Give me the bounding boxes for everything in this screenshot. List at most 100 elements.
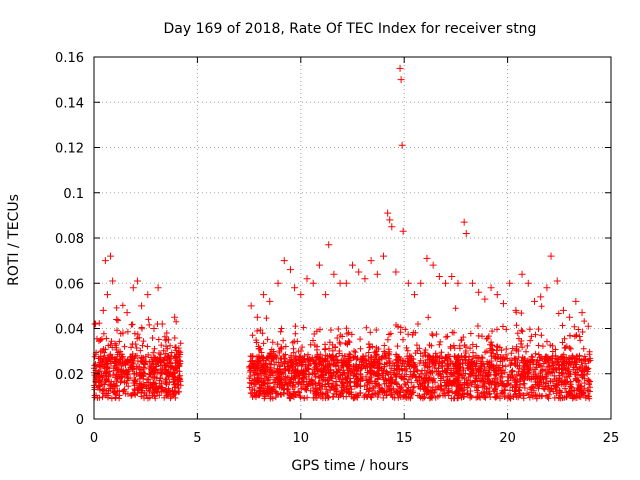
data-point: [423, 254, 431, 262]
data-point: [454, 391, 461, 398]
data-point: [131, 371, 138, 378]
data-point: [381, 363, 388, 370]
data-point: [138, 302, 146, 310]
data-point: [386, 358, 393, 365]
data-point: [524, 390, 531, 397]
data-point: [375, 346, 382, 353]
data-point: [582, 394, 589, 401]
data-point: [312, 380, 319, 387]
data-point: [500, 367, 507, 374]
data-point: [564, 365, 571, 372]
data-point: [273, 390, 280, 397]
data-point: [322, 369, 329, 376]
data-point: [391, 367, 398, 374]
data-point: [493, 367, 500, 374]
data-point: [277, 328, 284, 335]
data-point: [469, 354, 476, 361]
data-point: [294, 367, 301, 374]
data-point: [559, 361, 566, 368]
data-point: [480, 378, 487, 385]
data-point: [498, 370, 505, 377]
data-point: [159, 365, 166, 372]
data-point: [310, 358, 317, 365]
data-point: [433, 331, 440, 338]
data-point: [388, 223, 396, 231]
data-point: [488, 341, 495, 348]
data-point: [297, 291, 305, 299]
data-point: [519, 344, 526, 351]
data-point: [175, 389, 182, 396]
data-point: [303, 275, 311, 283]
data-point: [402, 393, 409, 400]
data-point: [123, 367, 130, 374]
data-point: [553, 390, 560, 397]
data-point: [438, 349, 445, 356]
data-point: [108, 338, 115, 345]
data-point: [502, 363, 509, 370]
data-point: [103, 291, 111, 299]
data-point: [96, 382, 103, 389]
data-point: [570, 394, 577, 401]
data-point: [559, 322, 566, 329]
data-point: [330, 270, 338, 278]
data-point: [322, 352, 329, 359]
data-point: [507, 381, 514, 388]
data-point: [437, 386, 444, 393]
data-point: [177, 382, 184, 389]
data-point: [152, 366, 159, 373]
data-point: [177, 349, 184, 356]
data-point: [577, 337, 584, 344]
data-point: [366, 376, 373, 383]
data-point: [365, 388, 372, 395]
data-point: [133, 277, 141, 285]
data-point: [473, 343, 480, 350]
data-point: [432, 360, 439, 367]
data-point: [520, 380, 527, 387]
data-point: [175, 377, 182, 384]
data-point: [115, 317, 122, 324]
data-point: [295, 379, 302, 386]
data-point: [291, 284, 299, 292]
x-tick-label: 0: [90, 431, 98, 446]
data-point: [157, 383, 164, 390]
data-point: [368, 354, 375, 361]
data-point: [387, 369, 394, 376]
data-point: [276, 347, 283, 354]
data-point: [483, 335, 490, 342]
data-point: [292, 375, 299, 382]
data-point: [522, 373, 529, 380]
data-point: [467, 345, 474, 352]
data-point: [488, 339, 495, 346]
data-point: [358, 356, 365, 363]
data-point: [397, 76, 405, 84]
data-point: [310, 394, 317, 401]
data-point: [254, 378, 261, 385]
data-point: [571, 387, 578, 394]
data-point: [566, 332, 573, 339]
data-point: [587, 378, 594, 385]
data-point: [322, 291, 330, 299]
data-point: [336, 279, 344, 287]
data-point: [344, 340, 351, 347]
data-point: [112, 340, 119, 347]
data-point: [336, 339, 343, 346]
data-point: [171, 370, 178, 377]
data-point: [287, 376, 294, 383]
data-point: [478, 354, 485, 361]
data-point: [553, 277, 561, 285]
data-point: [579, 374, 586, 381]
data-point: [527, 337, 534, 344]
data-point: [494, 326, 500, 333]
data-point: [463, 379, 470, 386]
x-tick-label: 10: [293, 431, 310, 446]
data-point: [404, 379, 411, 386]
data-point: [413, 342, 420, 349]
y-tick-label: 0.06: [55, 277, 84, 292]
data-point: [175, 347, 183, 355]
data-point: [291, 338, 298, 345]
data-point: [132, 391, 139, 398]
data-point: [326, 339, 333, 346]
data-point: [131, 330, 138, 337]
data-point: [402, 326, 409, 333]
